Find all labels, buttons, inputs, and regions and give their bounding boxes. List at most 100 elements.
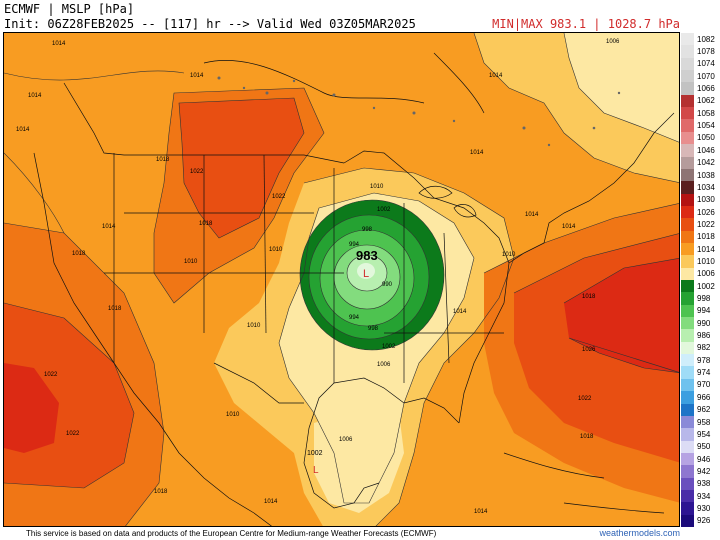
- pressure-map: 1014 1014 1014 1014 1014 1014 1014 1014 1018 1018…: [3, 32, 680, 527]
- colorbar-swatch: [681, 57, 694, 71]
- colorbar-label: 954: [697, 429, 711, 439]
- isobar-label: 1014: [474, 509, 488, 515]
- colorbar-swatch: [681, 218, 694, 232]
- isobar-label: 1010: [269, 247, 283, 253]
- isobar-label: 1026: [582, 347, 596, 353]
- field-1006-north: [564, 33, 679, 143]
- isobar-label: 1014: [525, 212, 539, 218]
- isobar-lines: [4, 33, 679, 526]
- colorbar-swatch: [681, 440, 694, 454]
- colorbar-label: 1022: [697, 219, 715, 229]
- isobar-label: 1022: [578, 396, 592, 402]
- colorbar-label: 934: [697, 491, 711, 501]
- colorbar-swatch: [681, 329, 694, 343]
- colorbar-swatch: [681, 477, 694, 491]
- colorbar-label: 974: [697, 368, 711, 378]
- isobar-label: 1014: [562, 224, 576, 230]
- model-title: ECMWF | MSLP [hPa] Init: 06Z28FEB2025 --…: [4, 2, 416, 32]
- isobar-label: 1010: [247, 323, 261, 329]
- colorbar-label: 978: [697, 355, 711, 365]
- isobar-label: 1018: [580, 434, 594, 440]
- colorbar-swatch: [681, 94, 694, 108]
- colorbar-swatch: [681, 341, 694, 355]
- isobar-label: 1018: [72, 251, 86, 257]
- isobar-label: 1022: [190, 169, 204, 175]
- colorbar-swatch: [681, 292, 694, 306]
- run-info: Init: 06Z28FEB2025 -- [117] hr --> Valid…: [4, 17, 416, 31]
- colorbar-label: 994: [697, 306, 711, 316]
- attribution-text: This service is based on data and produc…: [26, 529, 437, 538]
- colorbar-label: 1010: [697, 256, 715, 266]
- isobar-label: 1014: [470, 150, 484, 156]
- isobar-label: 1014: [28, 93, 42, 99]
- colorbar-swatch: [681, 82, 694, 96]
- isobar-label: 1006: [606, 39, 620, 45]
- field-1026-pacific: [4, 363, 59, 453]
- isobar-label: 1010: [502, 252, 516, 258]
- colorbar-swatch: [681, 304, 694, 318]
- colorbar-swatch: [681, 181, 694, 195]
- colorbar-label: 1006: [697, 269, 715, 279]
- colorbar-label: 970: [697, 380, 711, 390]
- isobar-label: 1014: [453, 309, 467, 315]
- isobar-label: 1018: [582, 294, 596, 300]
- isobar-label: 1002: [382, 344, 396, 350]
- isobar-label: 1014: [16, 127, 30, 133]
- mexico-low-value: 1002: [307, 450, 323, 457]
- min-max-readout: MIN|MAX 983.1 | 1028.7 hPa: [492, 17, 680, 31]
- colorbar-label: 966: [697, 392, 711, 402]
- brand-link[interactable]: weathermodels.com: [599, 528, 680, 538]
- great-lakes: [418, 185, 477, 218]
- field-1022-west: [179, 98, 304, 238]
- colorbar-label: 1062: [697, 96, 715, 106]
- isobar-label: 1006: [377, 362, 391, 368]
- colorbar-swatch: [681, 317, 694, 330]
- colorbar-swatch: [681, 255, 694, 269]
- colorbar-swatch: [681, 107, 694, 120]
- colorbar-label: 1066: [697, 84, 715, 94]
- colorbar-label: 1030: [697, 195, 715, 205]
- isobar-label: 1006: [339, 437, 353, 443]
- colorbar-label: 938: [697, 479, 711, 489]
- isobar-label: 994: [349, 242, 360, 248]
- isobar-label: 1022: [44, 372, 58, 378]
- isobar-label: 998: [362, 227, 373, 233]
- colorbar-label: 1058: [697, 108, 715, 118]
- colorbar-swatch: [681, 428, 694, 442]
- isobar-label: 1010: [226, 412, 240, 418]
- lakes: [217, 76, 621, 147]
- pressure-colorbar: 1082 1078 1074 1070 1066 1062 1058 1054 1050 1046…: [681, 33, 720, 528]
- colorbar-label: 926: [697, 516, 711, 526]
- colorbar-swatch: [681, 378, 694, 392]
- colorbar-swatch: [681, 452, 694, 466]
- low-center-value: 983: [356, 248, 378, 263]
- coastlines: [33, 52, 675, 526]
- colorbar-swatch: [681, 144, 694, 157]
- colorbar-swatch: [681, 45, 694, 59]
- isobar-label: 1022: [66, 431, 80, 437]
- colorbar-label: 982: [697, 343, 711, 353]
- colorbar-label: 1050: [697, 133, 715, 143]
- colorbar-swatch: [681, 267, 694, 281]
- isobar-label: 1022: [272, 194, 286, 200]
- isobar-label: 1014: [52, 41, 66, 47]
- colorbar-swatch: [681, 403, 694, 417]
- colorbar-label: 1042: [697, 158, 715, 168]
- colorbar-swatch: [681, 514, 694, 528]
- isobar-label: 1014: [489, 73, 503, 79]
- colorbar-swatch: [681, 489, 694, 503]
- colorbar-label: 1038: [697, 170, 715, 180]
- colorbar-swatch: [681, 391, 694, 404]
- field-1026-atlantic: [564, 258, 679, 373]
- colorbar-label: 942: [697, 466, 711, 476]
- colorbar-swatch: [681, 354, 694, 367]
- colorbar-label: 1018: [697, 232, 715, 242]
- colorbar-swatch: [681, 465, 694, 479]
- colorbar-label: 962: [697, 405, 711, 415]
- colorbar-swatch: [681, 205, 694, 219]
- isobar-label: 998: [368, 326, 379, 332]
- isobar-label: 1014: [264, 499, 278, 505]
- colorbar-swatch: [681, 502, 694, 516]
- colorbar-label: 950: [697, 442, 711, 452]
- colorbar-label: 1026: [697, 207, 715, 217]
